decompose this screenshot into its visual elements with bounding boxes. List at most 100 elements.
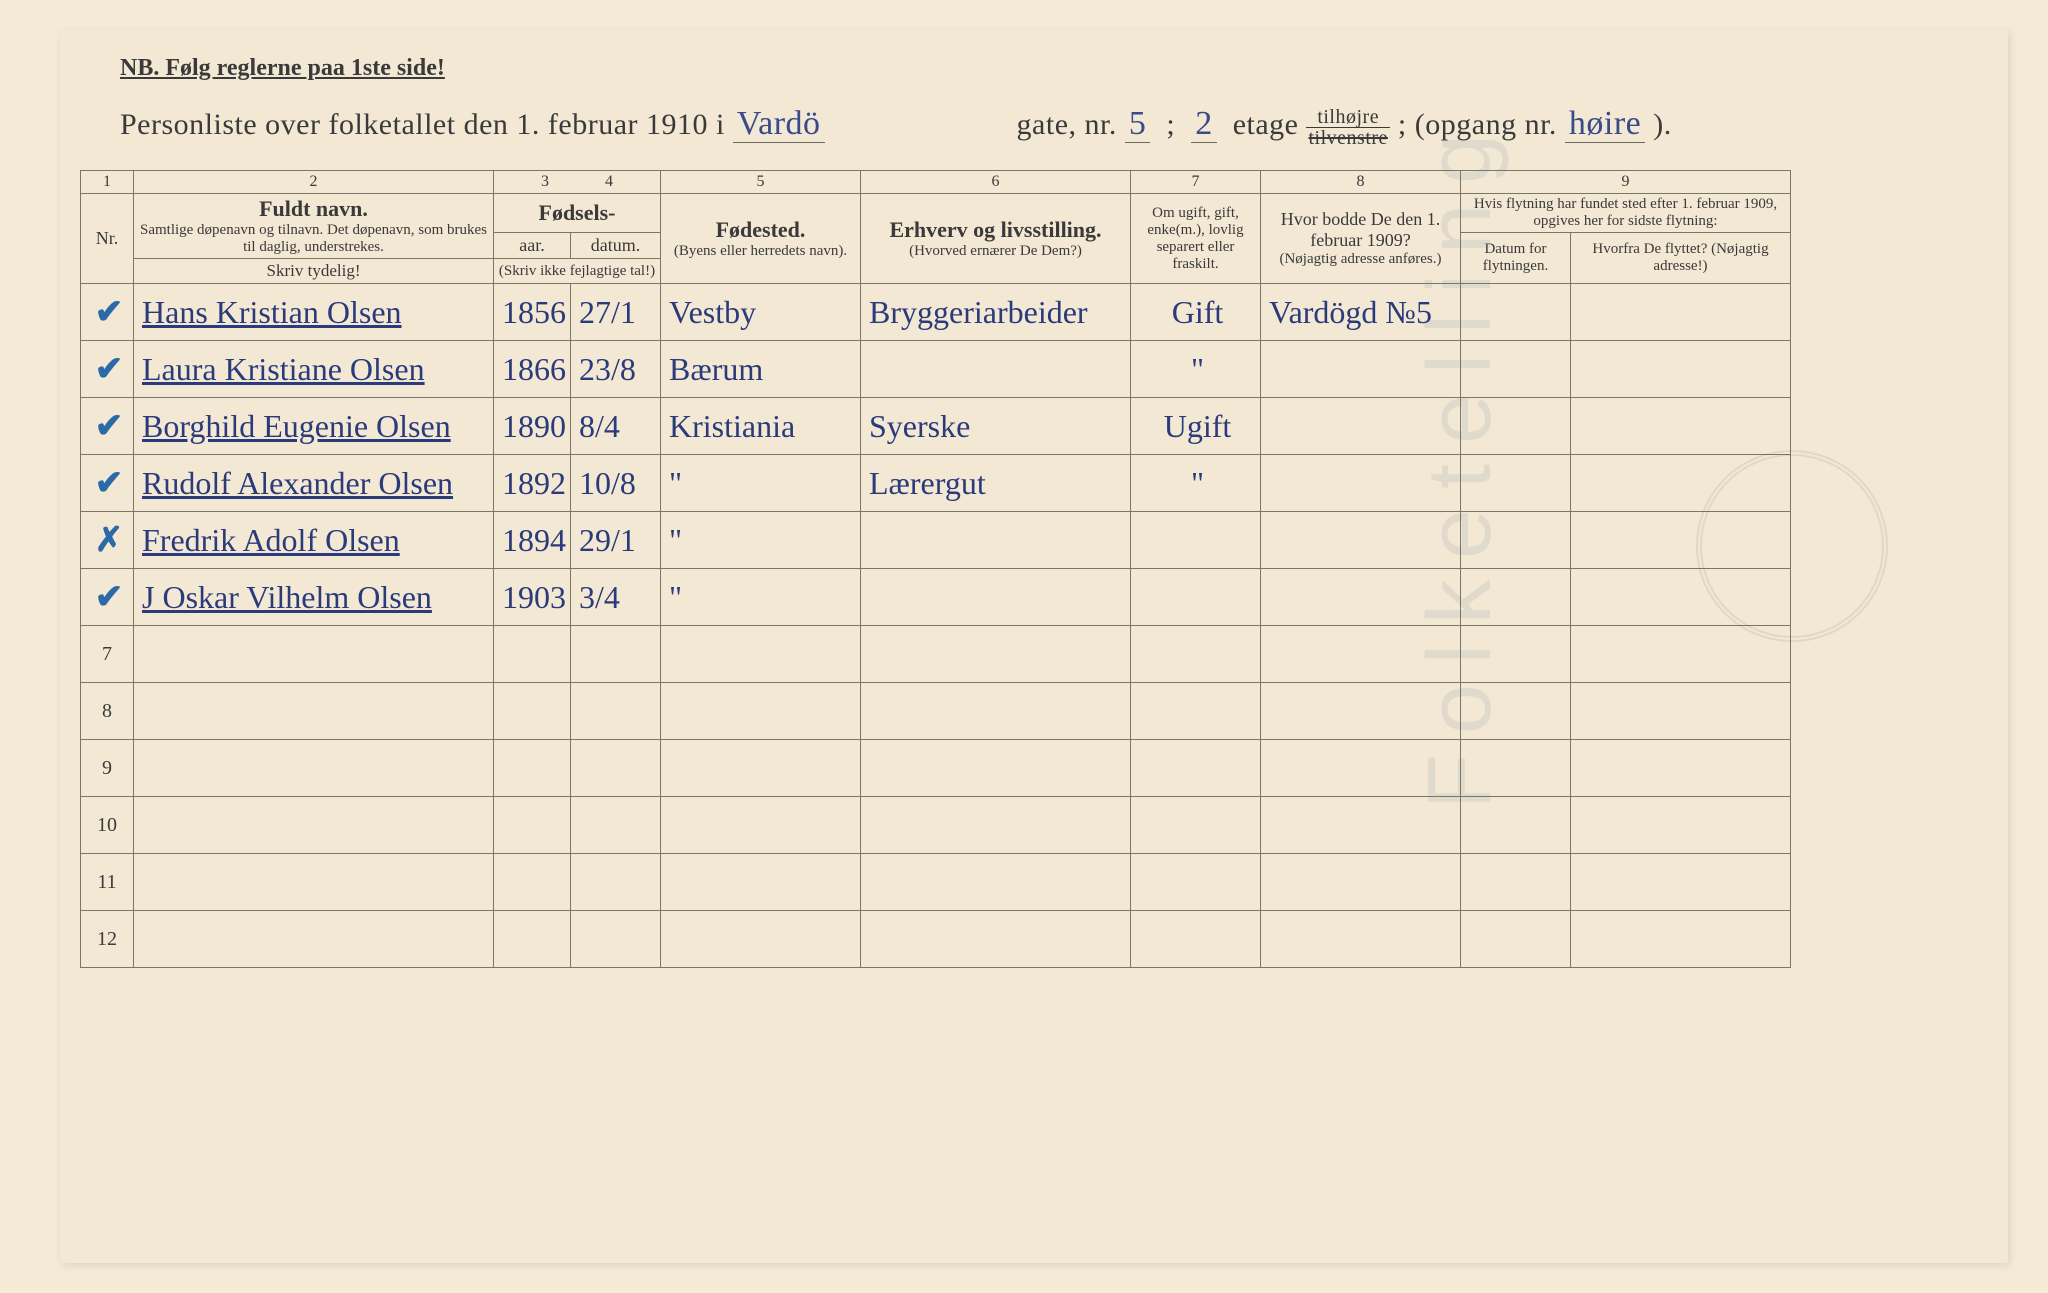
table-row: 11 (81, 854, 1791, 911)
table-row: 10 (81, 797, 1791, 854)
cell-date: 29/1 (571, 512, 661, 569)
cell-civil (1131, 512, 1261, 569)
col-birth: Fødsels- (494, 194, 661, 233)
col-year: aar. (494, 233, 571, 259)
row-nr: 10 (81, 797, 134, 854)
cell-civil (1131, 569, 1261, 626)
table-row: 12 (81, 911, 1791, 968)
cell-birthplace: Kristiania (661, 398, 861, 455)
row-nr: 8 (81, 683, 134, 740)
opgang-label: ; (opgang nr. (1398, 108, 1557, 141)
cell-prev (1261, 569, 1461, 626)
cell-birthplace: Vestby (661, 284, 861, 341)
skriv-tydelig: Skriv tydelig! (134, 259, 494, 284)
cell-occupation (861, 569, 1131, 626)
row-nr: ✔ (81, 569, 134, 626)
col-name: Fuldt navn. Samtlige døpenavn og tilnavn… (134, 194, 494, 259)
cell-name: J Oskar Vilhelm Olsen (134, 569, 494, 626)
cell-prev (1261, 512, 1461, 569)
cell-name: Rudolf Alexander Olsen (134, 455, 494, 512)
cell-birthplace: Bærum (661, 341, 861, 398)
row-nr: ✔ (81, 455, 134, 512)
table-row: 9 (81, 740, 1791, 797)
cell-move-date (1461, 455, 1571, 512)
side-fraction: tilhøjre tilvenstre (1306, 107, 1389, 148)
cell-occupation: Bryggeriarbeider (861, 284, 1131, 341)
cell-name: Borghild Eugenie Olsen (134, 398, 494, 455)
col-date: datum. (571, 233, 661, 259)
cell-date: 3/4 (571, 569, 661, 626)
cell-civil: " (1131, 455, 1261, 512)
column-number-row: 1 2 3 4 5 6 7 8 9 (81, 171, 1791, 194)
cell-name: Hans Kristian Olsen (134, 284, 494, 341)
col-birthplace: Fødested. (Byens eller herredets navn). (661, 194, 861, 284)
cell-move-date (1461, 512, 1571, 569)
col-occupation: Erhverv og livsstilling. (Hvorved ernære… (861, 194, 1131, 284)
table-row: ✔J Oskar Vilhelm Olsen19033/4" (81, 569, 1791, 626)
row-nr: ✔ (81, 398, 134, 455)
cell-move-from (1571, 398, 1791, 455)
gate-nr: 5 (1125, 105, 1151, 143)
col-prev-addr: Hvor bodde De den 1. februar 1909? (Nøja… (1261, 194, 1461, 284)
cell-occupation: Syerske (861, 398, 1131, 455)
cell-year: 1856 (494, 284, 571, 341)
etage-label: etage (1233, 108, 1299, 141)
cell-year: 1892 (494, 455, 571, 512)
cell-prev (1261, 398, 1461, 455)
cell-civil: Ugift (1131, 398, 1261, 455)
cell-move-date (1461, 341, 1571, 398)
row-nr: 12 (81, 911, 134, 968)
row-nr: ✔ (81, 341, 134, 398)
cell-name: Laura Kristiane Olsen (134, 341, 494, 398)
table-row: ✔Laura Kristiane Olsen186623/8Bærum " (81, 341, 1791, 398)
cell-move-date (1461, 284, 1571, 341)
header-row-1: Nr. Fuldt navn. Samtlige døpenavn og til… (81, 194, 1791, 233)
census-form-page: NB. Følg reglerne paa 1ste side! Personl… (60, 30, 2008, 1263)
table-row: ✔Rudolf Alexander Olsen189210/8 "Lærergut… (81, 455, 1791, 512)
table-row: ✗Fredrik Adolf Olsen189429/1" (81, 512, 1791, 569)
col-nr: Nr. (81, 194, 134, 284)
cell-prev (1261, 341, 1461, 398)
row-nr: 11 (81, 854, 134, 911)
cell-date: 23/8 (571, 341, 661, 398)
etage-nr: 2 (1191, 105, 1217, 143)
table-row: 7 (81, 626, 1791, 683)
cell-birthplace: " (661, 512, 861, 569)
gate-label: gate, nr. (1017, 108, 1117, 141)
cell-move-date (1461, 569, 1571, 626)
cell-year: 1890 (494, 398, 571, 455)
cell-civil: Gift (1131, 284, 1261, 341)
cell-year: 1894 (494, 512, 571, 569)
cell-move-from (1571, 512, 1791, 569)
title-prefix: Personliste over folketallet den 1. febr… (120, 108, 733, 141)
cell-birthplace: " (661, 569, 861, 626)
cell-prev: Vardögd №5 (1261, 284, 1461, 341)
col-move-date: Datum for flytningen. (1461, 233, 1571, 284)
table-row: ✔Hans Kristian Olsen185627/1VestbyBrygge… (81, 284, 1791, 341)
col-move-title: Hvis flytning har fundet sted efter 1. f… (1461, 194, 1791, 233)
nb-instruction: NB. Følg reglerne paa 1ste side! (120, 55, 445, 82)
census-table: 1 2 3 4 5 6 7 8 9 Nr. Fuldt navn. Samtli… (80, 170, 1791, 968)
cell-move-date (1461, 398, 1571, 455)
col-move-from: Hvorfra De flyttet? (Nøjagtig adresse!) (1571, 233, 1791, 284)
cell-move-from (1571, 569, 1791, 626)
cell-name: Fredrik Adolf Olsen (134, 512, 494, 569)
cell-move-from (1571, 284, 1791, 341)
cell-move-from (1571, 455, 1791, 512)
row-nr: ✗ (81, 512, 134, 569)
cell-year: 1903 (494, 569, 571, 626)
table-row: 8 (81, 683, 1791, 740)
col-civil: Om ugift, gift, enke(m.), lovlig separer… (1131, 194, 1261, 284)
cell-occupation (861, 512, 1131, 569)
cell-date: 10/8 (571, 455, 661, 512)
cell-year: 1866 (494, 341, 571, 398)
birth-note: (Skriv ikke fejlagtige tal!) (494, 259, 661, 284)
row-nr: 7 (81, 626, 134, 683)
table-row: ✔Borghild Eugenie Olsen18908/4Kristiania… (81, 398, 1791, 455)
cell-date: 27/1 (571, 284, 661, 341)
row-nr: ✔ (81, 284, 134, 341)
cell-occupation: Lærergut (861, 455, 1131, 512)
cell-occupation (861, 341, 1131, 398)
cell-move-from (1571, 341, 1791, 398)
cell-civil: " (1131, 341, 1261, 398)
